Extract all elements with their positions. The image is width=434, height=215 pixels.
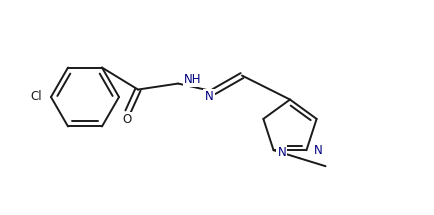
Text: N: N <box>204 90 214 103</box>
Text: N: N <box>313 144 322 157</box>
Text: Cl: Cl <box>30 91 42 103</box>
Text: NH: NH <box>184 73 201 86</box>
Text: O: O <box>122 113 132 126</box>
Text: N: N <box>277 146 286 159</box>
